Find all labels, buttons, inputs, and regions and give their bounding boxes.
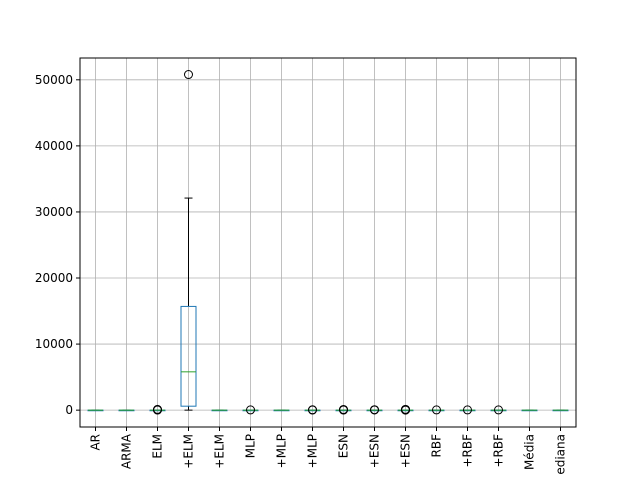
outlier-point xyxy=(153,404,162,414)
outlier-point xyxy=(184,70,193,80)
x-tick-label: +ESN xyxy=(399,434,413,468)
y-tick-label: 0 xyxy=(65,403,73,417)
box-11 xyxy=(428,405,445,415)
y-tick-label: 50000 xyxy=(35,73,73,87)
x-tick-label: +RBF xyxy=(492,434,506,468)
x-tick-label: RBF xyxy=(430,434,444,458)
x-tick-label: +MLP xyxy=(275,434,289,468)
y-tick-label: 10000 xyxy=(35,337,73,351)
outlier-point xyxy=(494,405,503,415)
box-10 xyxy=(397,404,414,415)
outlier-point xyxy=(370,405,379,415)
box-6 xyxy=(273,409,290,412)
x-tick-label: MLP xyxy=(244,434,258,458)
outlier-point xyxy=(432,405,441,415)
plot-frame xyxy=(79,57,577,428)
box-9 xyxy=(366,405,383,415)
box-3 xyxy=(180,70,197,411)
box-4 xyxy=(211,409,228,412)
box-13 xyxy=(490,405,507,415)
x-tick-label: +RBF xyxy=(461,434,475,468)
box-1 xyxy=(118,409,135,412)
box-8 xyxy=(335,404,352,415)
y-tick-label: 30000 xyxy=(35,205,73,219)
box-12 xyxy=(459,405,476,415)
x-tick-label: ELM xyxy=(151,434,165,459)
iqr-box xyxy=(180,305,197,407)
x-tick-label: +ESN xyxy=(368,434,382,468)
x-tick-label: +ELM xyxy=(182,434,196,469)
box-2 xyxy=(149,404,166,415)
outlier-point xyxy=(401,404,410,414)
x-tick-label: ediana xyxy=(554,434,568,475)
x-tick-label: ESN xyxy=(337,434,351,458)
x-tick-label: Média xyxy=(523,434,537,470)
outlier-point xyxy=(246,405,255,415)
x-tick-label: ARMA xyxy=(120,433,134,469)
box-14 xyxy=(521,409,538,412)
box-15 xyxy=(552,409,569,412)
y-tick-label: 20000 xyxy=(35,271,73,285)
box-7 xyxy=(304,405,321,415)
x-tick-label: +ELM xyxy=(213,434,227,469)
box-5 xyxy=(242,405,259,415)
x-tick-label: AR xyxy=(89,434,103,451)
outlier-point xyxy=(339,404,348,414)
outlier-point xyxy=(308,405,317,415)
x-tick-label: +MLP xyxy=(306,434,320,468)
y-tick-label: 40000 xyxy=(35,139,73,153)
outlier-point xyxy=(463,405,472,415)
box-0 xyxy=(87,409,104,412)
